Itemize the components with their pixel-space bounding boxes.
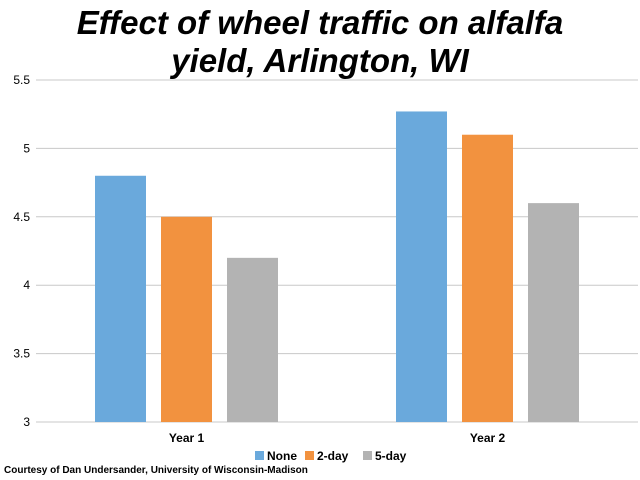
y-axis-ticks: 3 3.5 4 4.5 5 5.5 xyxy=(13,73,30,429)
bar-none-year-2 xyxy=(396,111,447,423)
legend-label: 5-day xyxy=(375,449,407,463)
legend-label: 2-day xyxy=(317,449,349,463)
y-tick-label: 5 xyxy=(23,141,30,155)
bar-2-day-year-1 xyxy=(161,216,212,422)
y-tick-label: 3.5 xyxy=(13,347,30,361)
legend-swatch xyxy=(305,451,314,460)
chart-title-line-1: Effect of wheel traffic on alfalfa xyxy=(76,4,564,41)
plot-area: 3 3.5 4 4.5 5 5.5 Year 1 Year 2 None 2-day 5-day xyxy=(13,73,638,463)
legend-label: None xyxy=(267,449,297,463)
bar-5-day-year-2 xyxy=(528,203,579,422)
x-axis-labels: Year 1 Year 2 xyxy=(169,431,506,445)
y-tick-label: 3 xyxy=(23,415,30,429)
chart-title: Effect of wheel traffic on alfalfa yield… xyxy=(0,4,640,80)
bar-5-day-year-1 xyxy=(227,257,278,422)
y-tick-label: 4 xyxy=(23,278,30,292)
chart-title-line-2: yield, Arlington, WI xyxy=(171,42,469,79)
legend-swatch xyxy=(363,451,372,460)
x-tick-label: Year 2 xyxy=(470,431,506,445)
bar-2-day-year-2 xyxy=(462,134,513,422)
y-tick-label: 5.5 xyxy=(13,73,30,87)
bar-none-year-1 xyxy=(95,175,146,422)
legend: None 2-day 5-day xyxy=(255,449,407,463)
credit-text: Courtesy of Dan Undersander, University … xyxy=(4,465,308,476)
bars xyxy=(95,111,579,423)
y-tick-label: 4.5 xyxy=(13,210,30,224)
legend-swatch xyxy=(255,451,264,460)
x-tick-label: Year 1 xyxy=(169,431,205,445)
